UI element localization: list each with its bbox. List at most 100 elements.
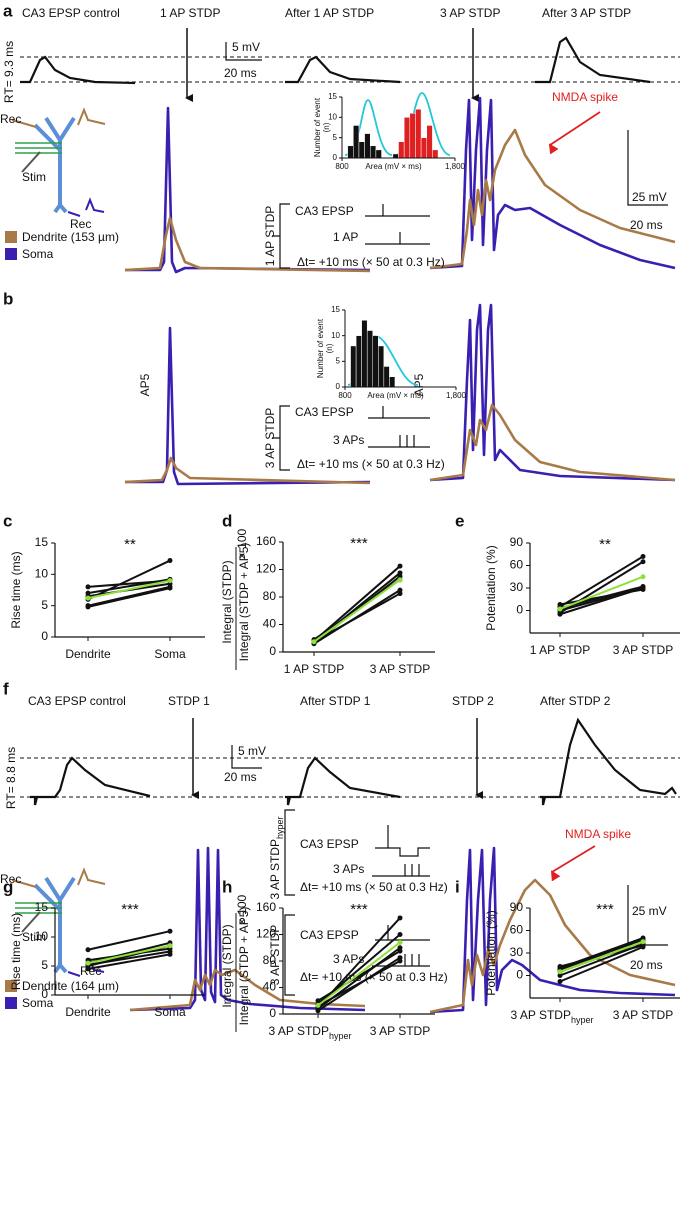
annotation: ** [599, 536, 611, 553]
scale-label: 5 mV [232, 40, 260, 54]
protocol-label: 1 AP STDP [263, 206, 277, 266]
y-tick-label: 60 [510, 558, 524, 572]
protocol-line [375, 825, 430, 857]
y-tick-label: 160 [256, 900, 276, 914]
point [397, 939, 403, 945]
point [640, 559, 646, 565]
point [640, 574, 646, 580]
legend-label: Dendrite (153 µm) [22, 230, 119, 244]
x-axis-label: Area (mV × ms) [367, 391, 424, 400]
y-tick-label: 30 [510, 580, 524, 594]
protocol-label-subscript: hyper [275, 816, 285, 839]
protocol-text: CA3 EPSP [295, 204, 354, 218]
legend-swatch [5, 231, 17, 243]
dendrite-trace [129, 968, 366, 1012]
point [397, 948, 403, 954]
soma-trace [429, 846, 676, 1014]
trace-title: After STDP 2 [540, 694, 611, 708]
scale-label: 20 ms [630, 218, 663, 232]
legend-swatch [5, 980, 17, 992]
hist-bar [372, 335, 379, 388]
trace [30, 756, 151, 806]
hist-bar [364, 133, 371, 159]
protocol-line [368, 435, 430, 448]
protocol-text: Δt= +10 ms (× 50 at 0.3 Hz) [297, 457, 445, 471]
y-axis-label: Integral (STDP + AP5) [237, 907, 251, 1026]
x-tick-label: 3 AP STDP [613, 643, 673, 657]
trace [285, 756, 401, 806]
y-tick-label: 90 [510, 900, 524, 914]
y-tick-label: 80 [263, 589, 277, 603]
dendrite-trace [429, 878, 676, 1014]
point [85, 966, 91, 972]
diagram-label: Stim [22, 170, 46, 184]
x-tick-label: Soma [154, 1005, 186, 1019]
series-line [87, 559, 171, 601]
series-line [87, 579, 171, 600]
hist-bar [375, 149, 382, 159]
x-tick-label: 1,800 [446, 391, 467, 400]
x-tick-label: 1 AP STDP [284, 662, 344, 676]
y-tick-label: 80 [263, 953, 277, 967]
panel-label: a [3, 1, 13, 20]
panel-label: f [3, 679, 9, 698]
y-tick-label: 10 [331, 331, 340, 340]
point [85, 947, 91, 953]
y-tick-label: 120 [256, 927, 276, 941]
hist-bar [403, 117, 411, 159]
y-axis-label: (n) [322, 122, 331, 132]
x-tick-label-subscript: hyper [329, 1031, 352, 1041]
point [397, 932, 403, 937]
y-tick-label: 40 [263, 617, 277, 631]
panel-label: h [222, 877, 232, 896]
y-tick-label: 5 [41, 598, 48, 612]
legend-swatch [5, 248, 17, 260]
trace-title: STDP 1 [168, 694, 210, 708]
y-tick-label: 120 [256, 562, 276, 576]
x-tick-label: Soma [154, 647, 186, 661]
drug-label: AP5 [412, 373, 426, 396]
point [85, 960, 91, 966]
x-tick-label: Dendrite [65, 1005, 111, 1019]
x-tick-label: Dendrite [65, 647, 111, 661]
protocol-text: 3 APs [333, 952, 364, 966]
y-tick-label: 0 [41, 629, 48, 643]
point [85, 584, 91, 590]
neuron-diagram [11, 107, 106, 217]
x-axis-label: Area (mV × ms) [365, 162, 422, 171]
protocol-text: 3 APs [333, 433, 364, 447]
protocol-text: 3 APs [333, 862, 364, 876]
x-tick-label-text: 3 AP STDP [511, 1008, 571, 1022]
hist-bar [378, 345, 385, 388]
point [85, 604, 91, 610]
protocol-label: 3 AP STDP [268, 925, 282, 985]
legend-label: Soma [22, 247, 54, 261]
scale-label: 25 mV [632, 190, 667, 204]
scale-label: 20 ms [630, 958, 663, 972]
hist-bar [415, 108, 422, 159]
panel-label: g [3, 877, 13, 896]
series-line [559, 943, 644, 977]
point [397, 577, 403, 583]
point [557, 969, 563, 975]
protocol-line [375, 925, 430, 941]
x-tick-label: 800 [335, 162, 349, 171]
y-tick-label: 0 [333, 153, 338, 162]
rt-label: RT= 8.8 ms [4, 747, 18, 809]
hist-bar [361, 320, 368, 388]
series-line [87, 944, 171, 965]
point [557, 602, 563, 607]
trace-title: STDP 2 [452, 694, 494, 708]
x-tick-label: 1,800 [445, 162, 466, 171]
hist-bar [355, 335, 362, 388]
point [397, 563, 403, 569]
point [85, 595, 91, 601]
series-line [87, 953, 171, 970]
hist-bar [383, 366, 390, 388]
series-line [559, 938, 644, 971]
protocol-text: CA3 EPSP [295, 405, 354, 419]
bracket [272, 405, 290, 471]
protocol-line [365, 204, 430, 217]
protocol-text: 1 AP [333, 230, 358, 244]
y-tick-label: 40 [263, 980, 277, 994]
